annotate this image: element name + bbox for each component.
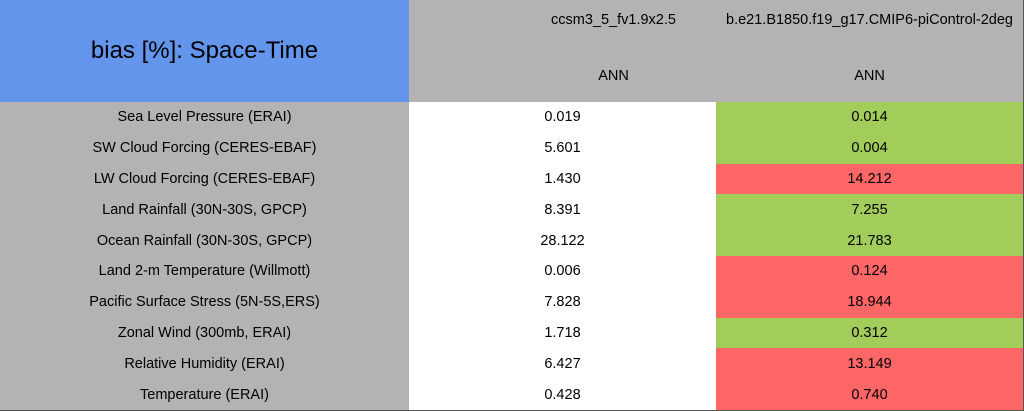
column-header: b.e21.B1850.f19_g17.CMIP6-piControl-2deg	[716, 0, 1024, 51]
row-label: Zonal Wind (300mb, ERAI)	[0, 317, 410, 350]
value-cell: 0.124	[716, 256, 1024, 288]
value-cell: 0.006	[409, 256, 717, 288]
value-cell: 13.149	[716, 348, 1024, 381]
row-label: Land Rainfall (30N-30S, GPCP)	[0, 194, 410, 227]
period-header: ANN	[716, 50, 1024, 103]
value-cell: 0.014	[716, 102, 1024, 134]
value-cell: 0.312	[716, 317, 1024, 350]
row-label: Land 2-m Temperature (Willmott)	[0, 256, 410, 288]
value-cell: 7.255	[716, 194, 1024, 227]
value-cell: 6.427	[409, 348, 717, 381]
value-cell: 1.718	[409, 317, 717, 350]
row-label: LW Cloud Forcing (CERES-EBAF)	[0, 163, 410, 196]
value-cell: 0.004	[716, 132, 1024, 165]
value-cell: 7.828	[409, 286, 717, 319]
value-cell: 1.430	[409, 163, 717, 196]
value-cell: 0.740	[716, 379, 1024, 411]
value-cell: 8.391	[409, 194, 717, 227]
row-label: Sea Level Pressure (ERAI)	[0, 102, 410, 134]
row-label: Pacific Surface Stress (5N-5S,ERS)	[0, 286, 410, 319]
row-label: Temperature (ERAI)	[0, 379, 410, 411]
value-cell: 28.122	[409, 225, 717, 257]
value-cell: 0.019	[409, 102, 717, 134]
table-title: bias [%]: Space-Time	[0, 0, 410, 103]
row-label: Ocean Rainfall (30N-30S, GPCP)	[0, 225, 410, 257]
value-cell: 21.783	[716, 225, 1024, 257]
value-cell: 18.944	[716, 286, 1024, 319]
value-cell: 5.601	[409, 132, 717, 165]
row-label: SW Cloud Forcing (CERES-EBAF)	[0, 132, 410, 165]
value-cell: 0.428	[409, 379, 717, 411]
row-label: Relative Humidity (ERAI)	[0, 348, 410, 381]
value-cell: 14.212	[716, 163, 1024, 196]
